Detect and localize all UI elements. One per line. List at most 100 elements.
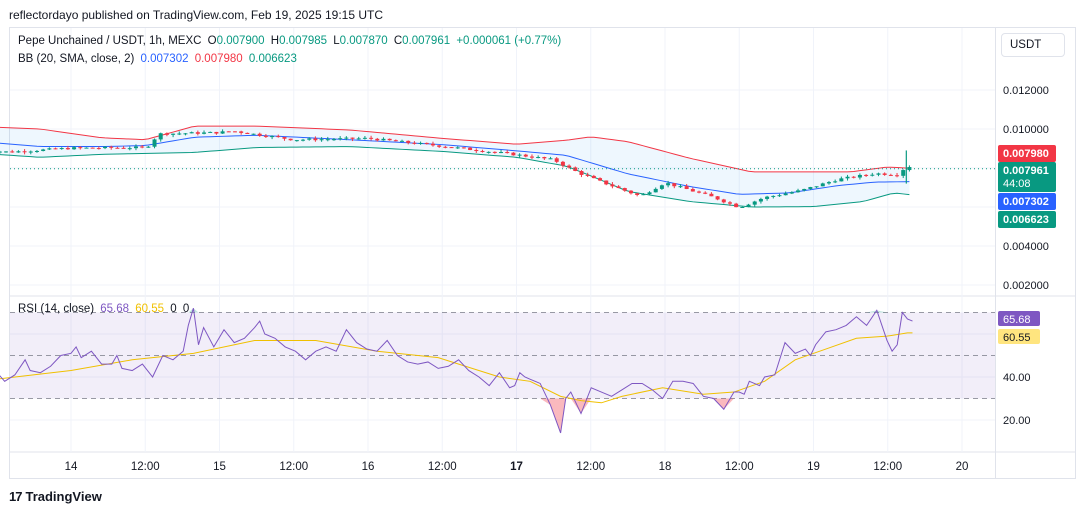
chart-pane-frame: [9, 27, 996, 479]
candle-body: [443, 146, 448, 148]
low-value: 0.007870: [339, 35, 388, 47]
candle-body: [47, 148, 52, 150]
time-tick-label: 12:00: [428, 461, 457, 473]
open-label: O: [207, 35, 217, 47]
candle-body: [232, 131, 237, 133]
symbol-title[interactable]: Pepe Unchained / USDT, 1h, MEXC: [18, 35, 202, 47]
candle-body: [381, 138, 386, 141]
candle-body: [486, 151, 491, 153]
tradingview-footer[interactable]: 17 TradingView: [9, 489, 102, 504]
candle-body: [839, 178, 844, 182]
price-tick-label: 0.010000: [1003, 124, 1049, 136]
candle-body: [331, 139, 336, 141]
candle-body: [579, 170, 584, 175]
candle-body: [771, 195, 776, 197]
candle-body: [876, 173, 881, 175]
candle-body: [672, 183, 677, 187]
high-label: H: [270, 35, 280, 47]
bb-basis-value: 0.007302: [140, 53, 189, 65]
rsi-line: [0, 308, 913, 434]
candle-body: [282, 137, 287, 139]
candle-body: [628, 190, 633, 194]
time-tick-label: 19: [807, 461, 820, 473]
candle-body: [152, 139, 157, 147]
candle-body: [239, 131, 244, 133]
candle-body: [400, 140, 405, 142]
candle-body: [845, 176, 850, 179]
candle-body: [90, 147, 95, 149]
candle-body: [659, 185, 664, 189]
candle-body: [802, 188, 807, 191]
candle-body: [857, 174, 862, 178]
candle-body: [146, 146, 151, 148]
candle-body: [109, 146, 114, 148]
candle-body: [709, 193, 714, 197]
rsi-oversold-fill: [0, 398, 913, 433]
candle-body: [195, 132, 200, 134]
candle-body: [226, 131, 231, 133]
publisher-line: reflectordayo published on TradingView.c…: [9, 8, 384, 22]
candle-body: [127, 148, 132, 150]
candle-body: [34, 150, 39, 152]
time-tick-label: 17: [510, 461, 523, 473]
candle-body: [826, 182, 831, 184]
rsi-value: 65.68: [100, 303, 130, 315]
axis-layer: 0.012000 0.010000 0.004000 0.002000 0.007980…: [65, 85, 1056, 473]
candle-body: [864, 174, 869, 176]
candle-body: [158, 133, 163, 140]
time-tick-label: 20: [956, 461, 969, 473]
candle-body: [294, 140, 299, 142]
candle-body: [393, 140, 398, 142]
rsi-label[interactable]: RSI (14, close): [18, 303, 95, 315]
candle-body: [573, 167, 578, 171]
rsi-ma-line: [0, 332, 913, 404]
time-tick-label: 12:00: [576, 461, 605, 473]
candle-body: [511, 152, 516, 156]
candle-body: [418, 142, 423, 144]
candle-body: [276, 136, 281, 138]
candle-body: [461, 147, 466, 149]
candle-body: [870, 174, 875, 176]
bb-legend: BB (20, SMA, close, 2) 0.007302 0.007980…: [18, 53, 300, 65]
candle-body: [177, 133, 182, 135]
price-scale-frame[interactable]: [996, 27, 1076, 479]
candle-body: [369, 137, 374, 139]
candle-body: [103, 146, 108, 149]
last-price-badge-bg: [998, 162, 1056, 192]
candle-body: [65, 148, 70, 150]
rsi-ma-badge-text: 60.55: [1003, 332, 1031, 344]
price-tick-label: 0.012000: [1003, 85, 1049, 97]
candle-body: [727, 202, 732, 204]
candle-body: [140, 146, 145, 148]
candle-body: [430, 143, 435, 146]
bb-upper-line: [0, 125, 910, 173]
candle-body: [214, 131, 219, 134]
candle-body: [647, 192, 652, 195]
candle-body: [208, 131, 213, 133]
bb-lower-value: 0.006623: [248, 53, 297, 65]
rsi-extra-2: 0: [182, 303, 190, 315]
candle-body: [690, 189, 695, 192]
bb-lower-badge-bg: [998, 211, 1056, 228]
candle-body: [362, 137, 367, 139]
candle-body: [468, 147, 473, 151]
candle-body: [412, 142, 417, 144]
candle-body: [752, 201, 757, 205]
currency-button[interactable]: USDT: [1001, 33, 1065, 57]
time-tick-label: 12:00: [725, 461, 754, 473]
candle-body: [814, 186, 819, 188]
candle-body: [96, 148, 101, 150]
candle-body: [721, 199, 726, 203]
candle-body: [833, 181, 838, 183]
candle-body: [560, 161, 565, 166]
candle-body: [505, 152, 510, 154]
candle-body: [740, 207, 745, 209]
candle-body: [492, 151, 497, 153]
candle-body: [4, 151, 9, 153]
bb-label[interactable]: BB (20, SMA, close, 2): [18, 53, 135, 65]
candle-body: [635, 193, 640, 195]
rsi-tick-label: 20.00: [1003, 415, 1031, 427]
candle-body: [0, 151, 2, 153]
rsi-tick-label: 40.00: [1003, 372, 1031, 384]
